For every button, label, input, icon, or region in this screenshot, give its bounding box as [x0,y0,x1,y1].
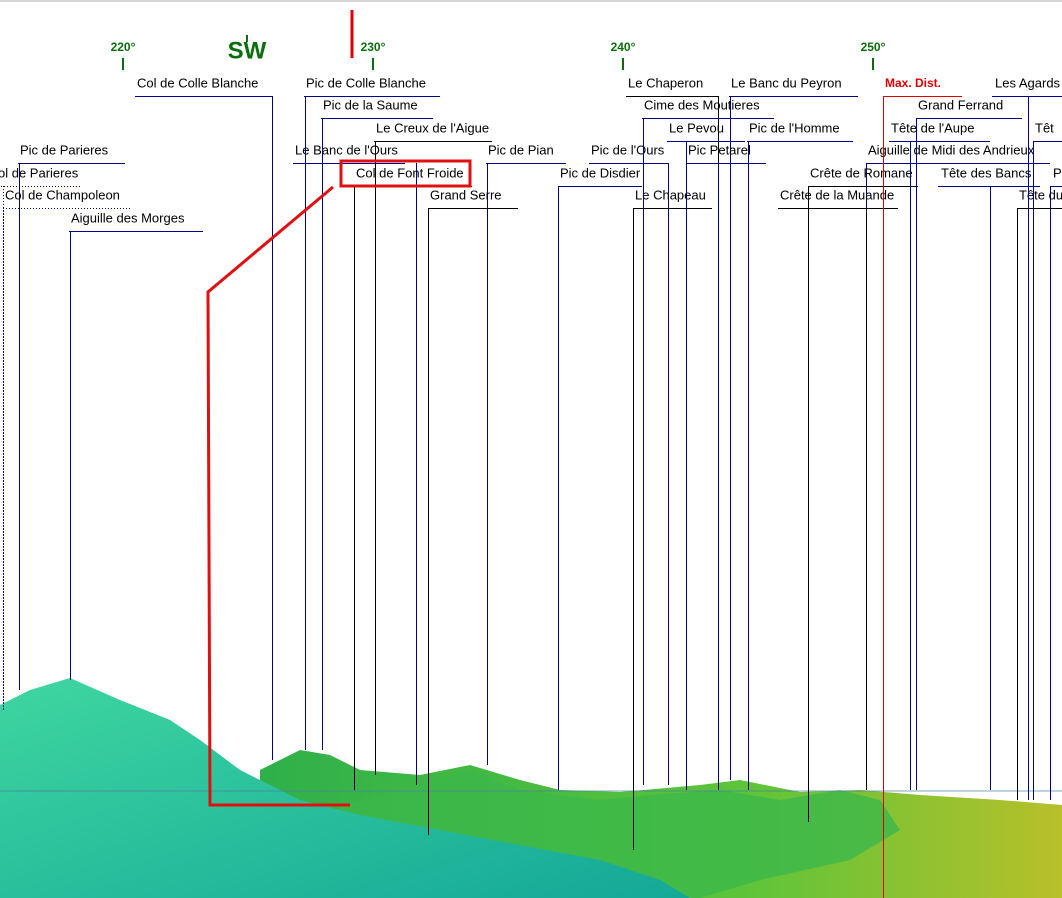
peak-label: Col de Colle Blanche [137,75,258,90]
peak-label: Col de Font Froide [356,165,464,180]
peak-label: Grand Serre [430,187,502,202]
peak-label: Col de Champoleon [5,187,120,202]
peak-label: Pic de Parieres [20,142,109,157]
terrain [0,678,1062,898]
peak-label: Pic de Disdier [560,165,641,180]
peak-label: Pic Petarel [688,142,751,157]
peak-label: Tête de l'Aupe [891,120,974,135]
compass-label: 240° [611,40,636,54]
peak-label: Le Creux de l'Aigue [376,120,489,135]
peak-label: Pic de l'Ours [591,142,665,157]
peak-label: Max. Dist. [885,76,941,90]
labels: Col de Colle Blanche Pic de Colle Blanche… [0,75,1062,898]
peak-label: Pic de Colle Blanche [306,75,426,90]
peak-label: Le Banc du Peyron [731,75,842,90]
peak-label: Le Banc de l'Ours [295,142,398,157]
peak-label: Le Pevou [669,120,724,135]
peak-label: Tête du [1019,187,1062,202]
compass-label: 230° [361,40,386,54]
peak-label: Grand Ferrand [918,97,1003,112]
highlight-pointer [206,185,350,807]
peak-label: ol de Parieres [0,165,79,180]
peak-label: Le Chapeau [635,187,706,202]
highlight-box [339,159,472,188]
compass-label: 250° [861,40,886,54]
peak-label: Pic de Pian [488,142,554,157]
peak-label: Le Chaperon [628,75,703,90]
peak-label: Cime des Moutieres [644,97,760,112]
peak-label: Crête de Romane [810,165,913,180]
peak-label: Aiguille des Morges [71,210,185,225]
peak-label: Les Agards [995,75,1061,90]
peak-label: Têt [1035,120,1054,135]
peak-label: Tête des Bancs [941,165,1032,180]
peak-label: Pic de l'Homme [749,120,840,135]
compass-label: 220° [111,40,136,54]
peak-label: Aiguille de Midi des Andrieux [868,142,1035,157]
peak-label: P [1053,165,1062,180]
peak-label: Pic de la Saume [323,97,418,112]
peak-label: Crête de la Muande [780,187,894,202]
